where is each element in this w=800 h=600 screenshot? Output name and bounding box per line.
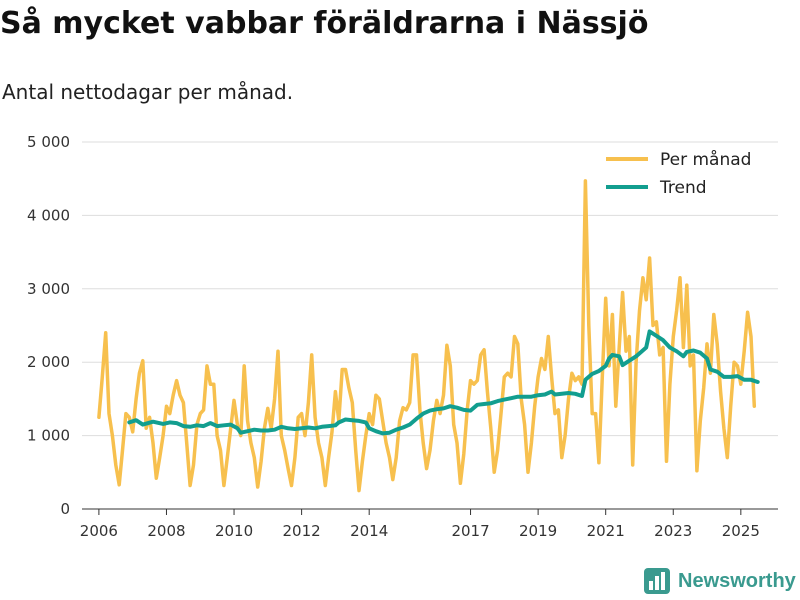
x-tick-label: 2017 [451, 522, 489, 540]
y-tick-label: 4 000 [27, 206, 70, 224]
x-tick-label: 2012 [283, 522, 321, 540]
x-tick-label: 2008 [147, 522, 185, 540]
bar-chart-logo-icon [644, 568, 670, 594]
x-tick-label: 2023 [654, 522, 692, 540]
legend-label-monthly: Per månad [660, 149, 751, 170]
x-tick-label: 2025 [722, 522, 760, 540]
x-tick-label: 2014 [350, 522, 388, 540]
brand-name: Newsworthy [678, 569, 796, 592]
series-line-trend [127, 329, 760, 436]
chart-subtitle: Antal nettodagar per månad. [2, 80, 294, 104]
legend-label-trend: Trend [659, 178, 707, 198]
y-tick-label: 2 000 [27, 353, 70, 371]
y-tick-label: 5 000 [27, 133, 70, 151]
y-tick-label: 1 000 [27, 427, 70, 445]
y-tick-label: 3 000 [27, 280, 70, 298]
brand-logo[interactable]: Newsworthy [644, 568, 796, 594]
x-tick-label: 2019 [519, 522, 557, 540]
x-tick-label: 2010 [215, 522, 253, 540]
x-tick-label: 2006 [80, 522, 118, 540]
y-tick-label: 0 [60, 500, 70, 518]
series-line-monthly [97, 179, 757, 493]
chart-title: Så mycket vabbar föräldrarna i Nässjö [0, 6, 649, 41]
x-tick-label: 2021 [587, 522, 625, 540]
